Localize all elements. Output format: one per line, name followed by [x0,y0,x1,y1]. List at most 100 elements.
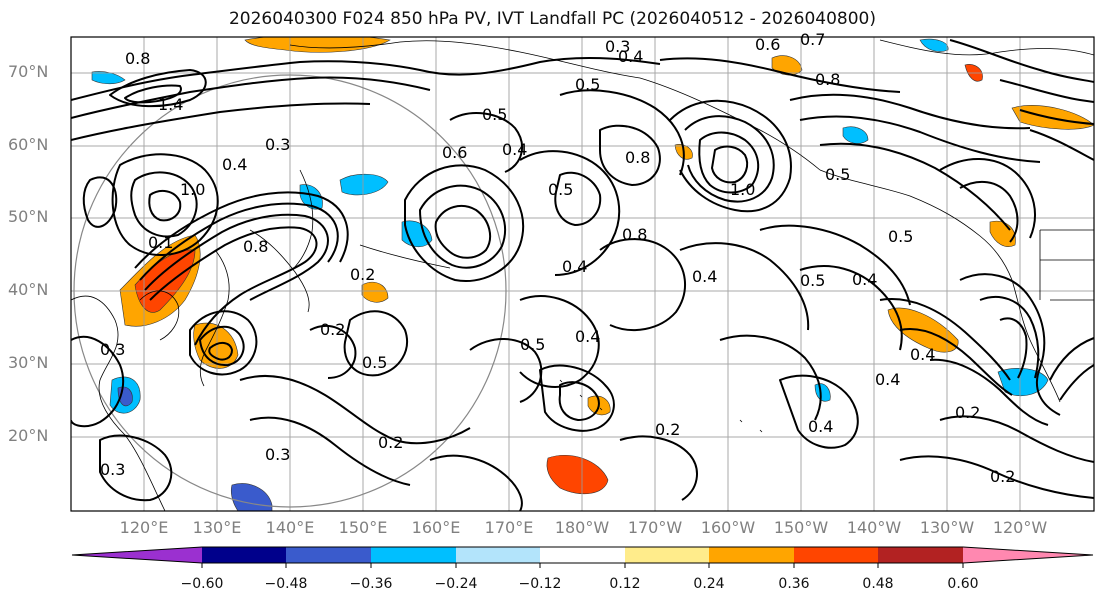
landfall-radius-circle [73,74,507,508]
contour-label: 0.6 [755,35,780,54]
contour-label: 0.4 [562,257,587,276]
contour-label: 0.5 [800,271,825,290]
shade-region [91,71,126,85]
colorbar-tick-label: 0.60 [947,576,979,592]
contour-label-layer: 0.8 1.4 0.4 0.3 0.5 1.0 0.2 0.6 0.7 0.1 … [100,30,1015,486]
contour-label: 0.2 [320,320,345,339]
lon-label: 130°E [192,518,242,537]
colorbar [71,546,1094,568]
contour-label: 0.8 [625,148,650,167]
colorbar-tick-label: 0.48 [862,576,894,592]
shade-region [842,126,869,144]
lat-label: 70°N [8,62,49,81]
colorbar-swatch [794,547,878,563]
colorbar-tick-label: 0.12 [609,576,641,592]
contour-label: 1.0 [180,180,205,199]
colorbar-swatch [963,547,1093,563]
lat-label: 40°N [8,280,49,299]
contour-label: 0.7 [800,30,825,49]
colorbar-swatch [286,547,371,563]
lon-label: 180°W [554,518,610,537]
colorbar-tick-label: −0.24 [434,576,478,592]
shade-region [299,184,323,210]
lat-label: 20°N [8,426,49,445]
lon-label: 130°W [919,518,975,537]
contour-label: 0.3 [100,460,125,479]
contour-label: 0.3 [605,37,630,56]
colorbar-tick-label: −0.48 [264,576,308,592]
contour-label: 0.2 [990,467,1015,486]
contour-label: 0.4 [692,267,717,286]
colorbar-swatch [72,547,202,563]
lon-label: 120°E [119,518,169,537]
lon-label: 140°W [846,518,902,537]
lon-label: 170°E [484,518,534,537]
contour-label: 0.6 [442,143,467,162]
shade-region [989,220,1016,247]
contour-label: 0.5 [362,353,387,372]
contour-label: 0.4 [222,155,247,174]
contour-label: 1.0 [730,180,755,199]
colorbar-tick-label: −0.60 [180,576,224,592]
colorbar-tick-label: −0.12 [518,576,562,592]
contour-label: 0.8 [125,49,150,68]
shade-region [230,483,273,511]
lon-label: 160°E [411,518,461,537]
contour-label: 0.3 [265,445,290,464]
contour-label: 0.5 [548,180,573,199]
contour-label: 0.2 [955,403,980,422]
lon-label: 160°W [700,518,756,537]
shade-region [244,37,391,53]
shade-region [134,249,196,313]
colorbar-swatch [878,547,963,563]
contour-label: 0.8 [243,237,268,256]
shade-region [771,55,803,76]
colorbar-swatch [456,547,540,563]
graticule [71,37,1094,511]
contour-label: 0.5 [482,105,507,124]
contour-label: 0.2 [378,433,403,452]
contour-label: 0.5 [888,227,913,246]
shade-region [339,173,389,196]
lon-label: 170°W [627,518,683,537]
contour-label: 0.5 [825,165,850,184]
contour-label: 0.2 [655,420,680,439]
lon-label: 150°E [338,518,388,537]
contour-label: 0.4 [502,140,527,159]
shade-region [814,383,831,402]
contour-label: 0.4 [910,345,935,364]
lon-label: 120°W [992,518,1048,537]
lon-label: 150°W [773,518,829,537]
contour-label: 0.4 [618,47,643,66]
shade-region [546,454,609,495]
colorbar-swatch [540,547,625,563]
contour-label: 0.1 [148,233,173,252]
contour-label: 0.3 [100,340,125,359]
contour-label: 0.8 [815,70,840,89]
colorbar-tick-label: 0.36 [778,576,810,592]
contour-label: 0.2 [350,265,375,284]
lat-label: 60°N [8,135,49,154]
contour-label: 0.5 [520,335,545,354]
map-title: 2026040300 F024 850 hPa PV, IVT Landfall… [228,9,876,29]
shade-region [919,38,949,52]
contour-label: 0.8 [622,225,647,244]
lon-label: 140°E [265,518,315,537]
colorbar-swatch [709,547,794,563]
contour-label: 0.4 [852,270,877,289]
colorbar-tick-label: 0.24 [693,576,725,592]
shaded-regions [91,37,1094,511]
contour-label: 0.3 [265,135,290,154]
lat-label: 30°N [8,353,49,372]
colorbar-swatch [625,547,709,563]
colorbar-swatch [202,547,286,563]
contour-label: 0.4 [575,327,600,346]
map-frame [70,36,1095,512]
contour-label: 1.4 [158,95,183,114]
contour-label: 0.4 [875,370,900,389]
lat-label: 50°N [8,207,49,226]
colorbar-tick-label: −0.36 [349,576,393,592]
pv-contours [71,39,1094,511]
coastlines [71,39,1094,511]
